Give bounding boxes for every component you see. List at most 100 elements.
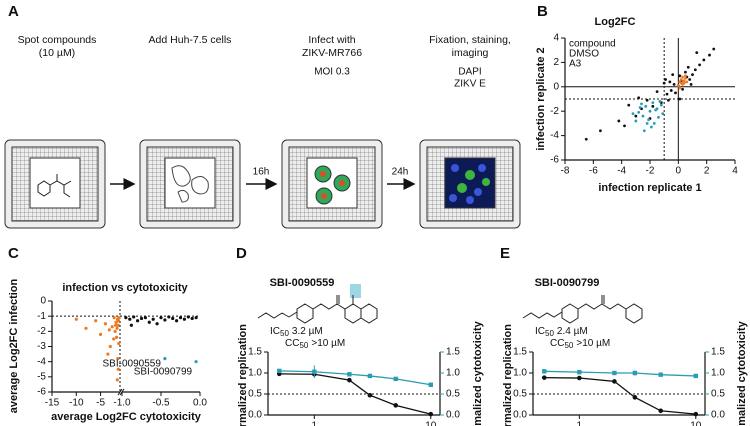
x-tick-label: 1 <box>577 421 583 426</box>
x-tick-label: 10 <box>425 421 437 426</box>
data-point <box>658 408 664 414</box>
data-point <box>113 329 117 333</box>
data-point <box>112 316 116 320</box>
data-point <box>114 323 118 327</box>
data-point <box>186 315 190 319</box>
y-tick-label: 1.0 <box>711 368 725 379</box>
x-tick-label: -2 <box>646 166 655 177</box>
data-point <box>190 316 194 321</box>
data-point <box>645 122 649 125</box>
fit-line <box>544 370 696 377</box>
data-point <box>658 372 663 377</box>
data-point <box>103 322 108 326</box>
data-point <box>175 319 179 323</box>
data-point <box>681 75 684 79</box>
data-point <box>651 101 655 105</box>
ic50-label: IC50 3.2 µM <box>270 326 323 338</box>
y-tick-label: 0.0 <box>446 410 460 421</box>
y-tick-label: 0.5 <box>711 389 725 400</box>
x-tick-label: 0 <box>676 166 682 177</box>
x-tick-label: -8 <box>561 166 570 177</box>
data-point <box>623 124 626 128</box>
y-tick-label: 0.5 <box>248 389 262 400</box>
x-tick-label: -6 <box>589 166 598 177</box>
y2-axis-title: Normalized cytotoxicity <box>736 320 748 426</box>
data-point <box>644 104 648 108</box>
data-point <box>347 372 352 377</box>
data-point <box>638 106 642 109</box>
stain-label: ZIKV E <box>454 79 486 90</box>
y-tick-label: 2 <box>553 57 559 68</box>
point-label: SBI-0090799 <box>134 366 193 377</box>
data-point <box>163 357 167 361</box>
label-subscript: 50 <box>545 329 554 338</box>
data-point <box>612 370 617 376</box>
y-axis-title: Normalized replication <box>237 324 249 426</box>
data-point <box>678 86 682 90</box>
label-prefix: IC <box>270 326 280 337</box>
data-point <box>617 119 621 123</box>
chart-title: infection vs cytotoxicity <box>62 282 188 294</box>
label-text: 3.2 µM <box>292 326 323 337</box>
step-text: ZIKV-MR766 <box>302 47 362 59</box>
legend-entry: compound <box>569 39 616 50</box>
data-point <box>672 82 676 86</box>
data-point <box>645 98 649 102</box>
point-label: SBI-0090559 <box>103 358 162 369</box>
data-point <box>679 78 683 81</box>
y-tick-label: 1.5 <box>513 347 527 358</box>
plate <box>4 139 106 229</box>
data-point <box>634 119 638 123</box>
y-tick-label: 0.0 <box>711 410 725 421</box>
data-point <box>115 335 119 339</box>
step-text: Add Huh-7.5 cells <box>149 34 232 46</box>
y-tick-label: 1.5 <box>711 347 725 358</box>
data-point <box>712 47 716 51</box>
data-point <box>632 370 638 376</box>
y-axis-title: average Log2FC infection <box>8 278 20 413</box>
legend-entry: A3 <box>569 59 582 70</box>
data-point <box>167 315 171 319</box>
data-point <box>631 112 635 116</box>
data-point <box>652 122 656 125</box>
data-point <box>428 382 433 387</box>
label-prefix: IC <box>535 326 545 337</box>
y-tick-label: 1.0 <box>248 368 262 379</box>
data-point <box>654 108 658 112</box>
data-point <box>171 316 175 321</box>
data-point <box>689 82 693 86</box>
fit-line <box>279 370 431 386</box>
data-point <box>678 97 682 101</box>
data-point <box>94 319 98 323</box>
step-text: (10 µM) <box>39 47 75 59</box>
data-point <box>681 87 684 91</box>
data-point <box>641 114 645 118</box>
x-tick-label: -1.0 <box>113 398 131 409</box>
y-tick-label: -4 <box>550 130 559 141</box>
data-point <box>107 328 111 332</box>
data-point <box>684 74 687 78</box>
label-subscript: 50 <box>564 341 573 350</box>
data-point <box>110 325 114 329</box>
chart-title: Log2FC <box>595 16 636 28</box>
step-text: imaging <box>452 47 489 59</box>
data-point <box>671 73 675 76</box>
panel-label: D <box>236 245 247 262</box>
data-point <box>684 76 687 80</box>
data-point <box>277 368 282 374</box>
plate <box>139 139 241 229</box>
data-point <box>698 63 701 67</box>
x-tick-label: -5 <box>96 398 105 409</box>
data-point <box>693 68 697 72</box>
data-point <box>642 129 646 133</box>
cc50-label: CC50 >10 µM <box>285 338 345 350</box>
y-axis-title: infection replicate 2 <box>535 47 547 150</box>
x-tick-label: 2 <box>704 166 710 177</box>
data-point <box>674 91 677 95</box>
step-text: Fixation, staining, <box>429 34 511 46</box>
data-point <box>634 114 638 118</box>
data-point <box>312 369 317 374</box>
data-point <box>116 323 120 327</box>
data-point <box>682 79 686 83</box>
y-tick-label: 4 <box>553 33 559 44</box>
